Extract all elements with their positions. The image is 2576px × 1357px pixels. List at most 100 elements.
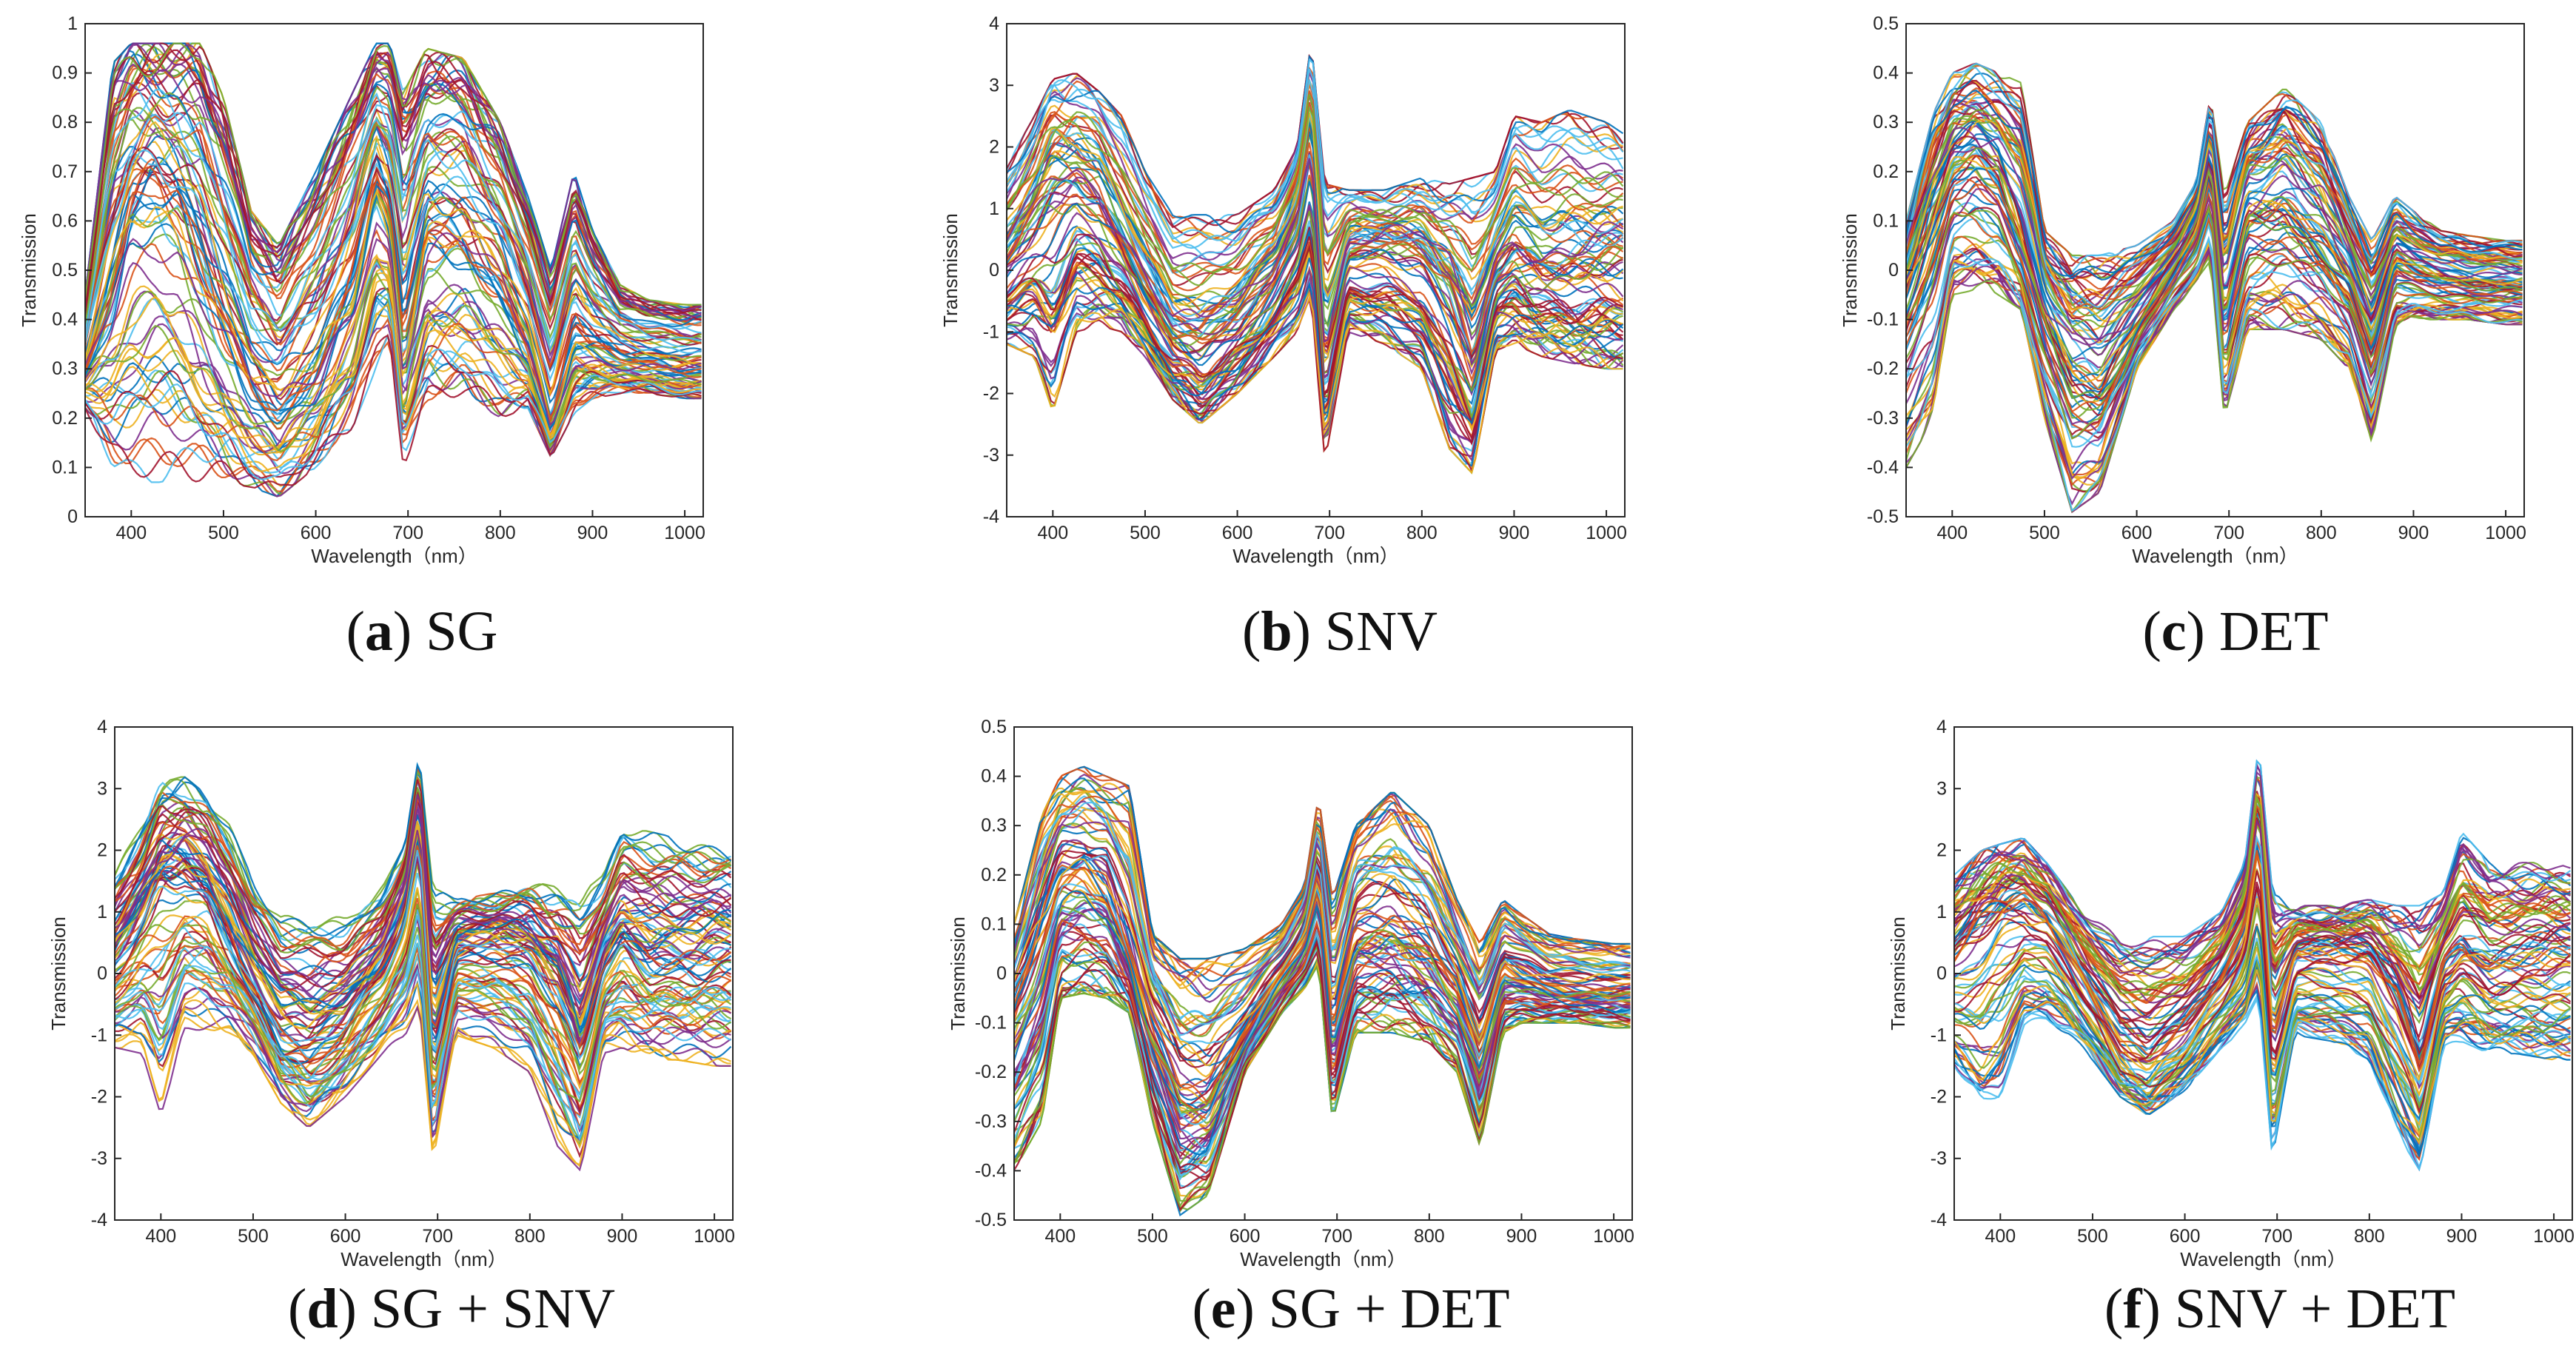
y-tick-label: -2 — [91, 1087, 107, 1108]
x-tick-label: 1000 — [1593, 1226, 1634, 1247]
y-tick-label: 0.2 — [1873, 161, 1899, 182]
series-group — [1954, 759, 2572, 1172]
y-tick-label: 4 — [989, 13, 999, 34]
x-tick-label: 400 — [1044, 1226, 1076, 1247]
spectrum-line — [1014, 919, 1631, 1128]
spectrum-line — [85, 303, 702, 452]
y-tick-label: 0.1 — [52, 457, 78, 478]
y-axis-label: Transmission — [47, 917, 70, 1031]
y-tick-label: -0.1 — [1867, 309, 1899, 330]
x-tick-label: 700 — [2261, 1226, 2292, 1247]
x-tick-label: 1000 — [664, 523, 705, 543]
y-tick-label: -0.4 — [1867, 457, 1899, 478]
spectrum-line — [1014, 890, 1631, 1156]
spectrum-line — [1906, 235, 2523, 448]
spectrum-line — [115, 942, 732, 1142]
spectrum-line — [115, 794, 732, 998]
spectrum-line — [85, 142, 702, 373]
spectrum-line — [1954, 834, 2572, 1051]
y-tick-label: 0 — [996, 963, 1007, 984]
x-tick-label: 500 — [238, 1226, 269, 1247]
x-tick-label: 800 — [1414, 1226, 1445, 1247]
y-tick-label: 0.5 — [981, 717, 1007, 737]
spectrum-line — [115, 982, 731, 1151]
spectrum-line — [1007, 68, 1624, 241]
x-tick-label: 600 — [330, 1226, 361, 1247]
x-tick-label: 700 — [1314, 523, 1345, 543]
chart-svg-d: 400 500 600 700 800 900 1000 -4 -3 -2 -1 0 1 2 3 4 Wavel… — [47, 717, 735, 1270]
spectrum-line — [1954, 759, 2572, 951]
spectrum-line — [1906, 127, 2523, 346]
spectrum-line — [115, 979, 732, 1140]
spectrum-line — [85, 49, 702, 315]
spectrum-line — [1906, 147, 2523, 399]
y-tick-label: -0.5 — [1867, 506, 1899, 527]
spectrum-line — [115, 762, 732, 937]
caption-d: (d) SG + SNV — [288, 1278, 615, 1340]
y-tick-label: -0.2 — [1867, 358, 1899, 379]
x-tick-label: 400 — [1037, 523, 1068, 543]
series-group — [1906, 62, 2523, 514]
spectrum-line — [1007, 267, 1623, 432]
y-tick-label: 0 — [989, 260, 999, 281]
y-tick-label: 0.9 — [52, 63, 78, 84]
y-tick-label: 0 — [1888, 260, 1899, 281]
chart-svg-e: 400 500 600 700 800 900 1000 -0.5 -0.4 -0.3 -0.2 -0… — [947, 717, 1634, 1270]
x-tick-label: 500 — [1137, 1226, 1168, 1247]
chart-svg-c: 400 500 600 700 800 900 1000 -0.5 -0.4 -0.3 -0.2 -0… — [1839, 13, 2526, 567]
x-tick-label: 800 — [485, 523, 516, 543]
y-tick-label: 1 — [67, 13, 78, 34]
y-tick-label: -3 — [983, 445, 999, 466]
series-group — [1007, 53, 1624, 475]
spectrum-line — [1014, 858, 1631, 1067]
chart-svg-f: 400 500 600 700 800 900 1000 -4 -3 -2 -1 0 1 2 3 4 Wavel… — [1887, 717, 2575, 1270]
spectrum-line — [85, 292, 702, 480]
y-tick-label: 0.4 — [981, 766, 1007, 787]
spectrum-line — [85, 318, 702, 461]
x-tick-label: 500 — [208, 523, 239, 543]
y-tick-label: -4 — [1931, 1210, 1947, 1230]
spectrum-line — [85, 190, 702, 420]
chart-svg-a: 400 500 600 700 800 900 1000 0 0.1 0.2 0.3 0.4 0.5 0.… — [18, 13, 705, 567]
x-tick-label: 400 — [1936, 523, 1968, 543]
y-tick-label: 0.1 — [981, 914, 1007, 934]
y-tick-label: 0.1 — [1873, 210, 1899, 231]
spectrum-line — [115, 779, 731, 959]
spectrum-line — [1014, 821, 1631, 1035]
spectrum-line — [1014, 777, 1631, 960]
y-tick-label: 2 — [1936, 840, 1947, 861]
spectrum-line — [85, 149, 702, 382]
x-tick-label: 1000 — [2485, 523, 2526, 543]
spectrum-line — [1906, 255, 2523, 513]
spectrum-line — [1007, 58, 1623, 249]
x-tick-label: 700 — [1321, 1226, 1352, 1247]
spectrum-line — [1954, 770, 2571, 954]
y-tick-label: 1 — [97, 902, 107, 922]
y-tick-label: 2 — [97, 840, 107, 861]
spectrum-line — [1954, 794, 2571, 994]
x-tick-label: 700 — [422, 1226, 453, 1247]
spectrum-line — [1906, 67, 2523, 309]
x-tick-label: 900 — [2446, 1226, 2478, 1247]
y-tick-label: -0.4 — [975, 1160, 1007, 1181]
spectrum-line — [1007, 158, 1624, 343]
spectrum-line — [1954, 818, 2572, 1019]
x-tick-label: 600 — [2170, 1226, 2201, 1247]
y-tick-label: -3 — [1931, 1148, 1947, 1169]
chart-panel-a: 400 500 600 700 800 900 1000 0 0.1 0.2 0.3 0.4 0.5 0.… — [7, 7, 748, 570]
x-tick-label: 500 — [2077, 1226, 2108, 1247]
y-tick-label: -1 — [1931, 1025, 1947, 1045]
spectrum-line — [1954, 996, 2572, 1172]
x-tick-label: 600 — [1222, 523, 1253, 543]
y-axis-label: Transmission — [939, 213, 962, 327]
spectrum-line — [1014, 965, 1631, 1208]
x-tick-label: 500 — [1130, 523, 1161, 543]
y-tick-label: 0.3 — [981, 815, 1007, 836]
spectrum-line — [1906, 204, 2523, 440]
x-tick-label: 900 — [1506, 1226, 1537, 1247]
y-tick-label: -3 — [91, 1148, 107, 1169]
y-tick-label: 0 — [1936, 963, 1947, 984]
y-axis-label: Transmission — [1887, 917, 1909, 1031]
spectrum-line — [1954, 881, 2572, 1070]
x-tick-label: 600 — [2121, 523, 2153, 543]
